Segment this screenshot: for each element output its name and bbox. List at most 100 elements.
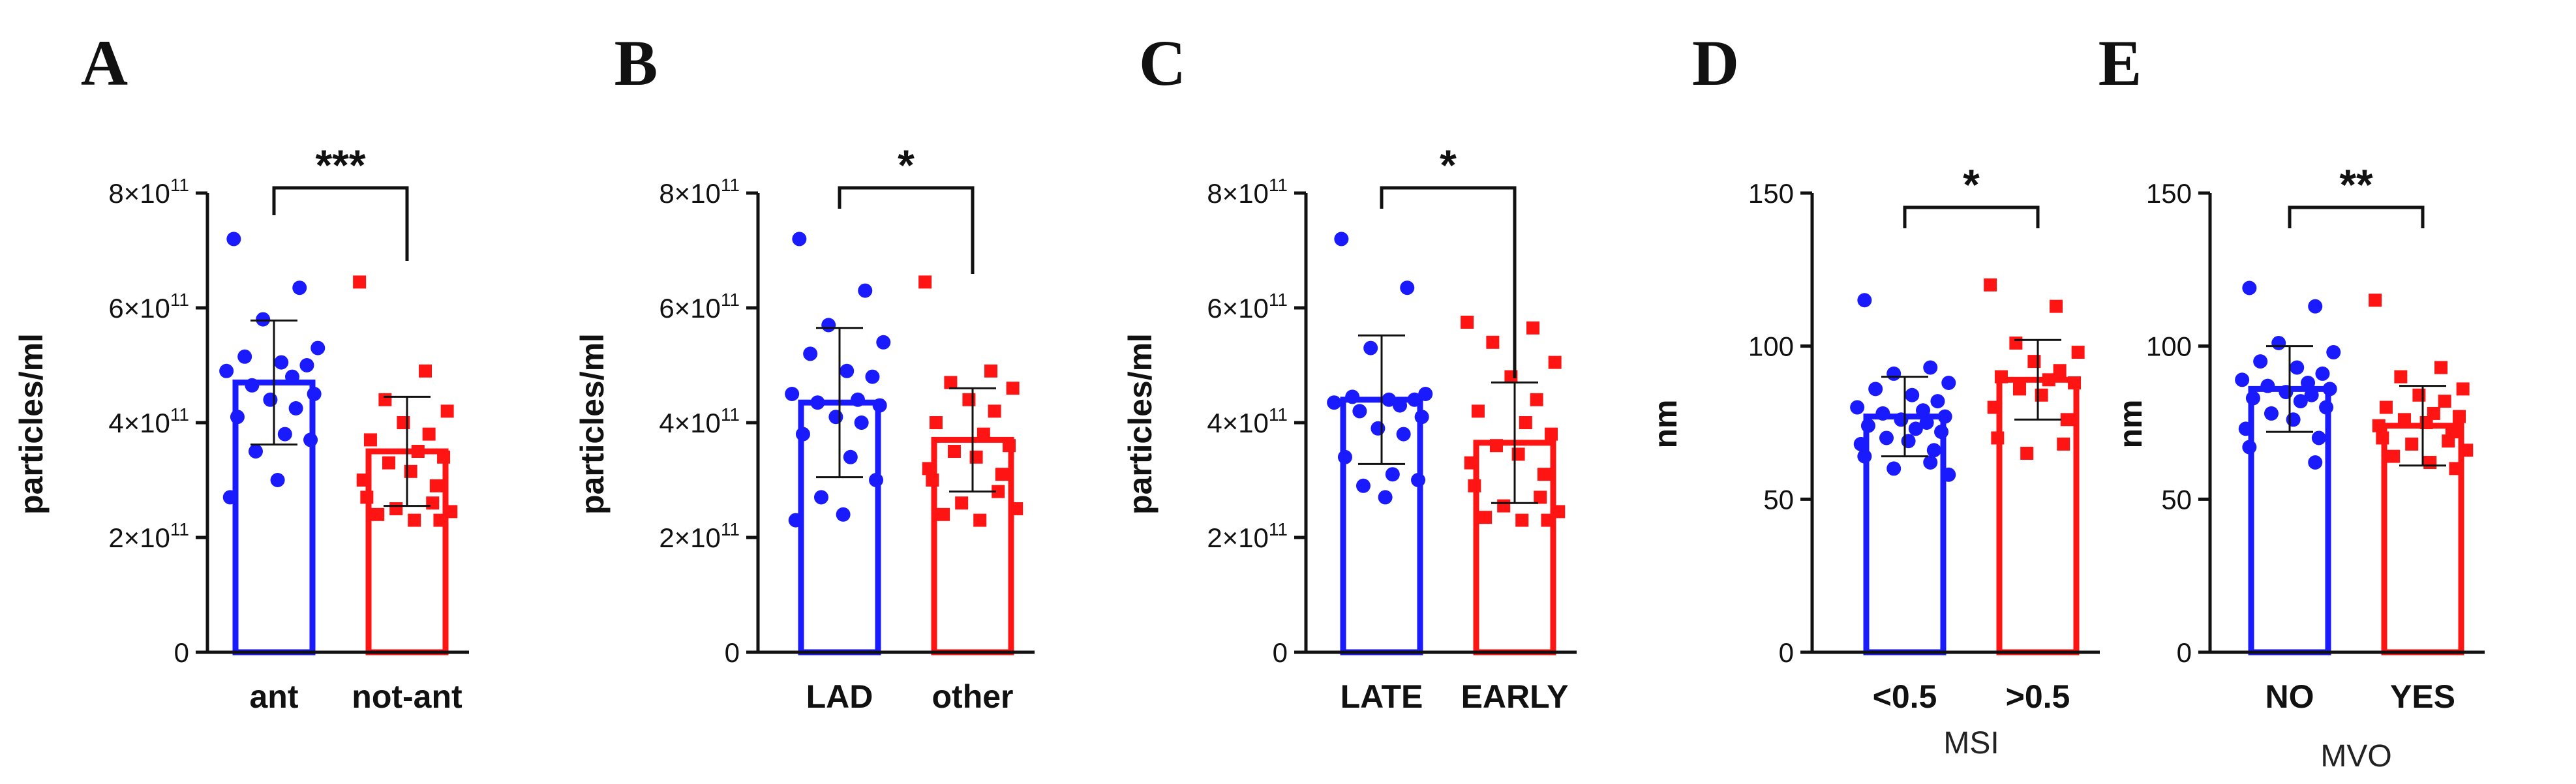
category-label: <0.5	[1873, 678, 1937, 715]
data-point	[1937, 409, 1952, 424]
data-point	[1414, 410, 1429, 425]
y-tick-label: 6×1011	[1207, 290, 1288, 324]
data-point	[947, 445, 961, 458]
data-point	[1356, 478, 1371, 493]
data-point	[1850, 400, 1865, 415]
data-point	[2012, 382, 2026, 396]
data-point	[1926, 443, 1941, 458]
y-tick-label: 2×1011	[108, 519, 189, 553]
y-tick-label: 2×1011	[1207, 519, 1288, 553]
y-axis-label: nm	[1647, 400, 1684, 449]
data-point	[876, 335, 891, 350]
data-point	[851, 392, 866, 407]
data-point	[2286, 412, 2301, 427]
data-point	[2009, 336, 2023, 350]
data-point	[2060, 413, 2074, 427]
y-tick-label: 4×1011	[108, 404, 189, 438]
data-point	[226, 232, 241, 247]
data-point	[1537, 468, 1551, 481]
data-point	[1860, 418, 1875, 433]
data-point	[2315, 366, 2330, 381]
data-point	[1471, 404, 1485, 418]
significance-bracket	[272, 186, 409, 261]
data-point	[1468, 479, 1481, 492]
y-tick-label: 100	[2146, 331, 2192, 362]
significance-bracket	[1380, 186, 1517, 378]
data-point	[299, 358, 314, 372]
data-point	[869, 473, 884, 487]
data-point	[1901, 434, 1916, 449]
data-point	[1534, 490, 1547, 504]
y-tick-label: 2×1011	[659, 519, 740, 553]
data-point	[2271, 335, 2286, 350]
data-point	[1327, 395, 1342, 410]
data-point	[360, 490, 374, 504]
data-point	[792, 232, 807, 247]
data-point	[1857, 449, 1872, 464]
significance-bracket	[2288, 205, 2425, 228]
data-point	[1545, 427, 1558, 441]
data-point	[821, 318, 836, 333]
significance-bracket	[838, 186, 975, 274]
panel-letter: A	[81, 27, 128, 99]
data-point	[828, 410, 843, 425]
data-point	[1385, 467, 1400, 482]
data-point	[2326, 345, 2341, 360]
y-axis-label: nm	[2112, 400, 2149, 449]
data-point	[1489, 439, 1503, 453]
data-point	[977, 427, 990, 441]
significance-label: *	[898, 141, 915, 189]
data-point	[419, 364, 432, 378]
data-point	[1334, 232, 1349, 247]
data-point	[1393, 398, 1408, 413]
y-axis-label: particles/ml	[13, 333, 50, 515]
data-point	[1887, 461, 1902, 476]
category-label: LAD	[806, 678, 873, 715]
data-point	[371, 507, 385, 521]
data-point	[2238, 421, 2253, 436]
x-axis-label: MSI	[1943, 726, 1999, 761]
data-point	[2308, 455, 2323, 470]
y-tick-label: 0	[1273, 637, 1288, 668]
data-point	[429, 479, 443, 492]
data-point	[2050, 299, 2063, 313]
y-axis-label: particles/ml	[574, 333, 611, 515]
category-label: other	[932, 678, 1014, 715]
data-point	[865, 369, 880, 384]
data-point	[1930, 394, 1945, 409]
data-point	[219, 363, 234, 378]
data-point	[2301, 375, 2316, 390]
category-label: NO	[2265, 678, 2314, 715]
data-point	[1868, 382, 1883, 397]
y-tick-label: 6×1011	[108, 290, 189, 324]
y-tick-label: 50	[1763, 484, 1794, 515]
y-tick-label: 0	[725, 637, 740, 668]
data-point	[288, 401, 303, 415]
y-tick-label: 150	[2146, 178, 2192, 209]
y-tick-label: 0	[1779, 637, 1794, 668]
data-point	[437, 450, 451, 464]
data-point	[411, 445, 425, 458]
data-point	[1923, 360, 1938, 375]
data-point	[1400, 280, 1415, 295]
data-point	[2397, 413, 2411, 427]
category-label: >0.5	[2006, 678, 2070, 715]
data-point	[1515, 513, 1529, 527]
data-point	[1857, 293, 1872, 308]
data-point	[2379, 400, 2393, 414]
data-point	[382, 456, 395, 470]
data-point	[408, 513, 421, 527]
data-point	[303, 432, 318, 447]
data-point	[2456, 382, 2470, 396]
data-point	[363, 433, 377, 447]
panel-e: E 0 50 100 150 nm NO YES MVO **	[2099, 27, 2485, 774]
panel-letter: D	[1692, 27, 1739, 99]
data-point	[918, 275, 932, 289]
category-label: EARLY	[1461, 678, 1569, 715]
data-point	[1337, 449, 1352, 464]
category-label: ant	[250, 678, 299, 715]
category-label: YES	[2390, 678, 2455, 715]
data-point	[858, 283, 873, 298]
data-point	[237, 349, 252, 364]
data-point	[1378, 490, 1393, 505]
